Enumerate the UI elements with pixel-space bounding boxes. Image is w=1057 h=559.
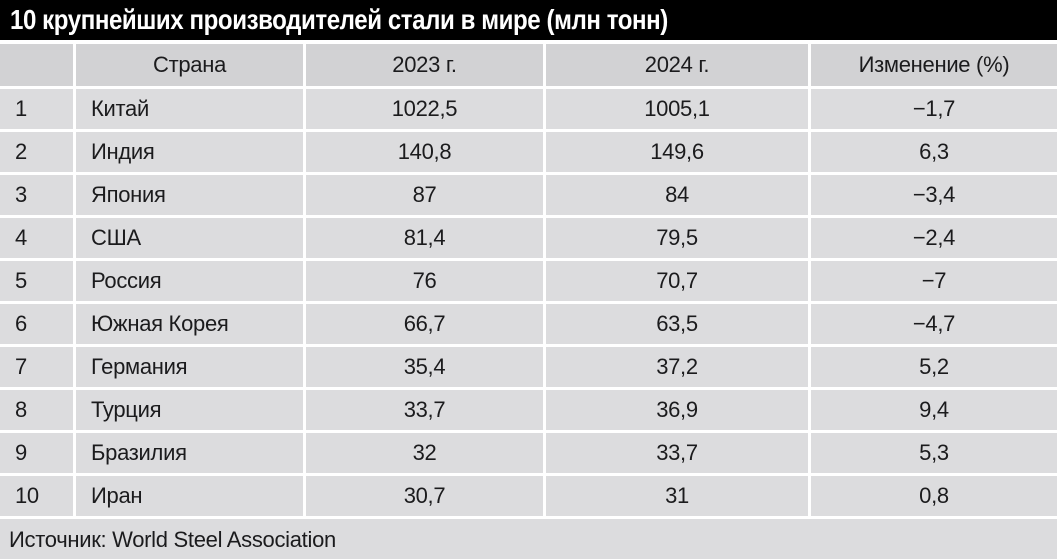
change-cell-row6: −4,7 — [811, 304, 1057, 344]
y2023-cell-row7: 35,4 — [306, 347, 543, 387]
country-cell-row3: Япония — [76, 175, 303, 215]
country-cell-row6: Южная Корея — [76, 304, 303, 344]
y2024-cell-row10: 31 — [546, 476, 808, 516]
header-cell-change: Изменение (%) — [811, 44, 1057, 86]
source-footer: Источник: World Steel Association — [0, 519, 1057, 559]
rank-cell-row3: 3 — [0, 175, 73, 215]
y2024-cell-row7: 37,2 — [546, 347, 808, 387]
y2024-cell-row6: 63,5 — [546, 304, 808, 344]
y2024-cell-row3: 84 — [546, 175, 808, 215]
y2023-cell-row9: 32 — [306, 433, 543, 473]
country-cell-row9: Бразилия — [76, 433, 303, 473]
source-text: Источник: World Steel Association — [9, 526, 336, 552]
rank-cell-row2: 2 — [0, 132, 73, 172]
rank-cell-row5: 5 — [0, 261, 73, 301]
rank-cell-row4: 4 — [0, 218, 73, 258]
country-cell-row4: США — [76, 218, 303, 258]
change-cell-row8: 9,4 — [811, 390, 1057, 430]
change-cell-row10: 0,8 — [811, 476, 1057, 516]
header-cell-2024: 2024 г. — [546, 44, 808, 86]
country-cell-row1: Китай — [76, 89, 303, 129]
change-cell-row9: 5,3 — [811, 433, 1057, 473]
change-cell-row5: −7 — [811, 261, 1057, 301]
steel-producers-table: Страна 2023 г. 2024 г. Изменение (%) 1 К… — [0, 44, 1057, 516]
country-cell-row8: Турция — [76, 390, 303, 430]
y2023-cell-row8: 33,7 — [306, 390, 543, 430]
rank-cell-row10: 10 — [0, 476, 73, 516]
title-bar: 10 крупнейших производителей стали в мир… — [0, 0, 1057, 40]
country-cell-row2: Индия — [76, 132, 303, 172]
y2023-cell-row3: 87 — [306, 175, 543, 215]
rank-cell-row8: 8 — [0, 390, 73, 430]
rank-cell-row1: 1 — [0, 89, 73, 129]
rank-cell-row7: 7 — [0, 347, 73, 387]
change-cell-row3: −3,4 — [811, 175, 1057, 215]
y2024-cell-row9: 33,7 — [546, 433, 808, 473]
country-cell-row5: Россия — [76, 261, 303, 301]
change-cell-row7: 5,2 — [811, 347, 1057, 387]
rank-cell-row9: 9 — [0, 433, 73, 473]
header-cell-country: Страна — [76, 44, 303, 86]
y2024-cell-row1: 1005,1 — [546, 89, 808, 129]
y2023-cell-row6: 66,7 — [306, 304, 543, 344]
page-title: 10 крупнейших производителей стали в мир… — [10, 4, 668, 35]
change-cell-row4: −2,4 — [811, 218, 1057, 258]
y2023-cell-row10: 30,7 — [306, 476, 543, 516]
country-cell-row10: Иран — [76, 476, 303, 516]
y2024-cell-row5: 70,7 — [546, 261, 808, 301]
y2023-cell-row4: 81,4 — [306, 218, 543, 258]
y2023-cell-row5: 76 — [306, 261, 543, 301]
header-cell-2023: 2023 г. — [306, 44, 543, 86]
country-cell-row7: Германия — [76, 347, 303, 387]
y2024-cell-row8: 36,9 — [546, 390, 808, 430]
y2023-cell-row1: 1022,5 — [306, 89, 543, 129]
y2024-cell-row2: 149,6 — [546, 132, 808, 172]
change-cell-row1: −1,7 — [811, 89, 1057, 129]
change-cell-row2: 6,3 — [811, 132, 1057, 172]
header-cell-rank — [0, 44, 73, 86]
rank-cell-row6: 6 — [0, 304, 73, 344]
y2024-cell-row4: 79,5 — [546, 218, 808, 258]
y2023-cell-row2: 140,8 — [306, 132, 543, 172]
